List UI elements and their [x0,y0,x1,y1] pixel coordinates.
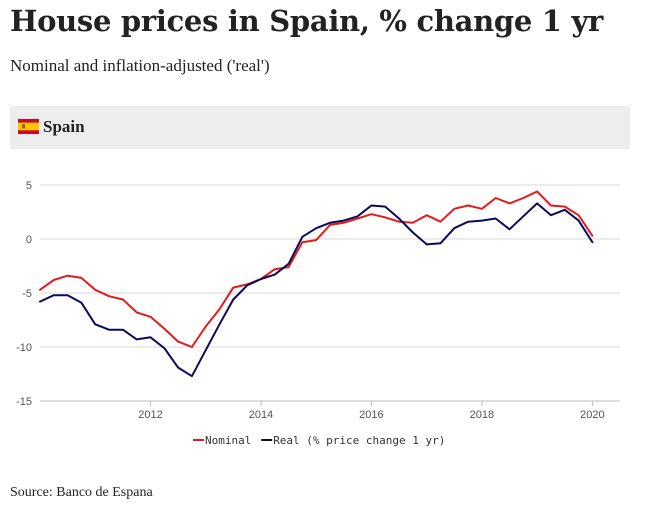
line-chart: 5 0 -5 -10 -15 2012 2014 2016 2018 2020 Nominal Re… [16,180,620,447]
country-label: Spain [43,117,85,136]
legend-label: Nominal [205,434,251,447]
spain-flag-icon [18,119,39,134]
series-line-nominal [39,190,594,348]
y-tick-label: -10 [16,342,32,354]
axes: 5 0 -5 -10 -15 2012 2014 2016 2018 2020 [16,180,620,421]
legend: Nominal Real (% price change 1 yr) [193,434,445,447]
legend-label: Real (% price change 1 yr) [273,434,445,447]
series-lines [39,190,594,378]
page-subtitle: Nominal and inflation-adjusted ('real') [10,56,270,75]
country-header-band: Spain [10,106,630,149]
y-tick-label: 5 [26,180,32,192]
series-line-real [39,202,594,378]
x-tick-label: 2016 [359,409,383,421]
x-tick-label: 2012 [138,409,162,421]
x-tick-label: 2018 [470,409,494,421]
y-tick-label: -15 [16,396,32,408]
y-tick-label: -5 [22,288,32,300]
x-tick-label: 2020 [580,409,604,421]
y-tick-label: 0 [26,234,32,246]
x-tick-label: 2014 [249,409,273,421]
gridlines [40,184,620,348]
page-title: House prices in Spain, % change 1 yr [10,4,604,38]
source-note: Source: Banco de Espana [10,485,153,500]
